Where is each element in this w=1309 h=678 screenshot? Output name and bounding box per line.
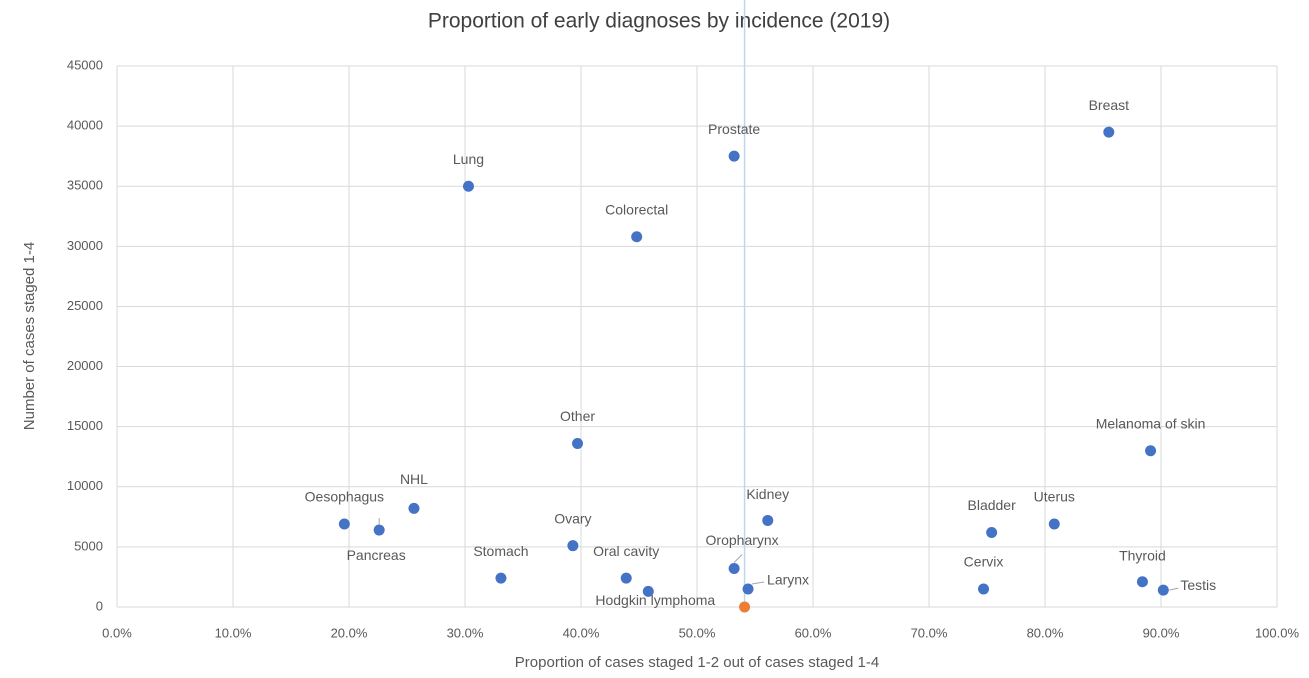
- point-label: Larynx: [767, 572, 809, 588]
- point-label: Pancreas: [347, 547, 406, 563]
- y-tick-label: 5000: [74, 538, 103, 553]
- point-label: Ovary: [554, 510, 591, 526]
- y-tick-label: 0: [96, 598, 103, 613]
- point: [572, 437, 584, 449]
- y-tick-label: 20000: [67, 358, 103, 373]
- point-label: Stomach: [473, 543, 528, 559]
- point: [739, 601, 751, 613]
- point: [620, 572, 632, 584]
- point: [728, 563, 740, 575]
- point-label: Colorectal: [605, 201, 668, 217]
- point-label: Prostate: [708, 121, 760, 137]
- point-label: NHL: [400, 471, 428, 487]
- point: [1145, 445, 1157, 457]
- point: [567, 540, 579, 552]
- point-label: Thyroid: [1119, 547, 1166, 563]
- y-tick-label: 35000: [67, 178, 103, 193]
- point: [978, 583, 990, 595]
- y-tick-label: 30000: [67, 238, 103, 253]
- point-label: Hodgkin lymphoma: [595, 592, 715, 608]
- y-tick-label: 15000: [67, 418, 103, 433]
- y-tick-label: 10000: [67, 478, 103, 493]
- point-label: Bladder: [968, 497, 1017, 513]
- point: [1103, 126, 1115, 138]
- point: [742, 583, 754, 595]
- x-tick-label: 50.0%: [679, 625, 716, 640]
- point-label: Kidney: [746, 486, 789, 502]
- x-tick-label: 90.0%: [1143, 625, 1180, 640]
- point: [408, 502, 420, 514]
- point-label: Oral cavity: [593, 543, 659, 559]
- y-tick-label: 40000: [67, 118, 103, 133]
- point-label: Testis: [1180, 577, 1216, 593]
- y-axis-title: Number of cases staged 1-4: [21, 242, 38, 430]
- point: [462, 180, 474, 192]
- y-tick-label: 45000: [67, 57, 103, 72]
- x-tick-label: 40.0%: [563, 625, 600, 640]
- point: [373, 524, 385, 536]
- point: [728, 150, 740, 162]
- point: [642, 585, 654, 597]
- point-label: Lung: [453, 151, 484, 167]
- leader-line: [1169, 587, 1179, 591]
- point-label: Oropharynx: [706, 532, 779, 548]
- point: [1048, 518, 1060, 530]
- point-label: Cervix: [964, 554, 1004, 570]
- x-tick-label: 30.0%: [447, 625, 484, 640]
- point: [631, 231, 643, 243]
- point-label: Melanoma of skin: [1096, 415, 1206, 431]
- point-label: Other: [560, 408, 595, 424]
- point: [495, 572, 507, 584]
- x-tick-label: 100.0%: [1255, 625, 1300, 640]
- x-tick-label: 80.0%: [1027, 625, 1064, 640]
- y-tick-label: 25000: [67, 298, 103, 313]
- point: [762, 514, 774, 526]
- point: [1157, 584, 1169, 596]
- x-tick-label: 60.0%: [795, 625, 832, 640]
- point: [338, 518, 350, 530]
- x-axis-title: Proportion of cases staged 1-2 out of ca…: [515, 654, 879, 671]
- leader-line: [733, 554, 743, 563]
- chart-title: Proportion of early diagnoses by inciden…: [428, 10, 890, 33]
- leader-line: [751, 581, 765, 585]
- point-label: Oesophagus: [305, 489, 384, 505]
- x-tick-label: 0.0%: [102, 625, 132, 640]
- point-label: Uterus: [1034, 489, 1075, 505]
- x-tick-label: 20.0%: [331, 625, 368, 640]
- x-tick-label: 70.0%: [911, 625, 948, 640]
- point: [986, 526, 998, 538]
- point: [1136, 576, 1148, 588]
- point-label: Breast: [1089, 97, 1130, 113]
- x-tick-label: 10.0%: [215, 625, 252, 640]
